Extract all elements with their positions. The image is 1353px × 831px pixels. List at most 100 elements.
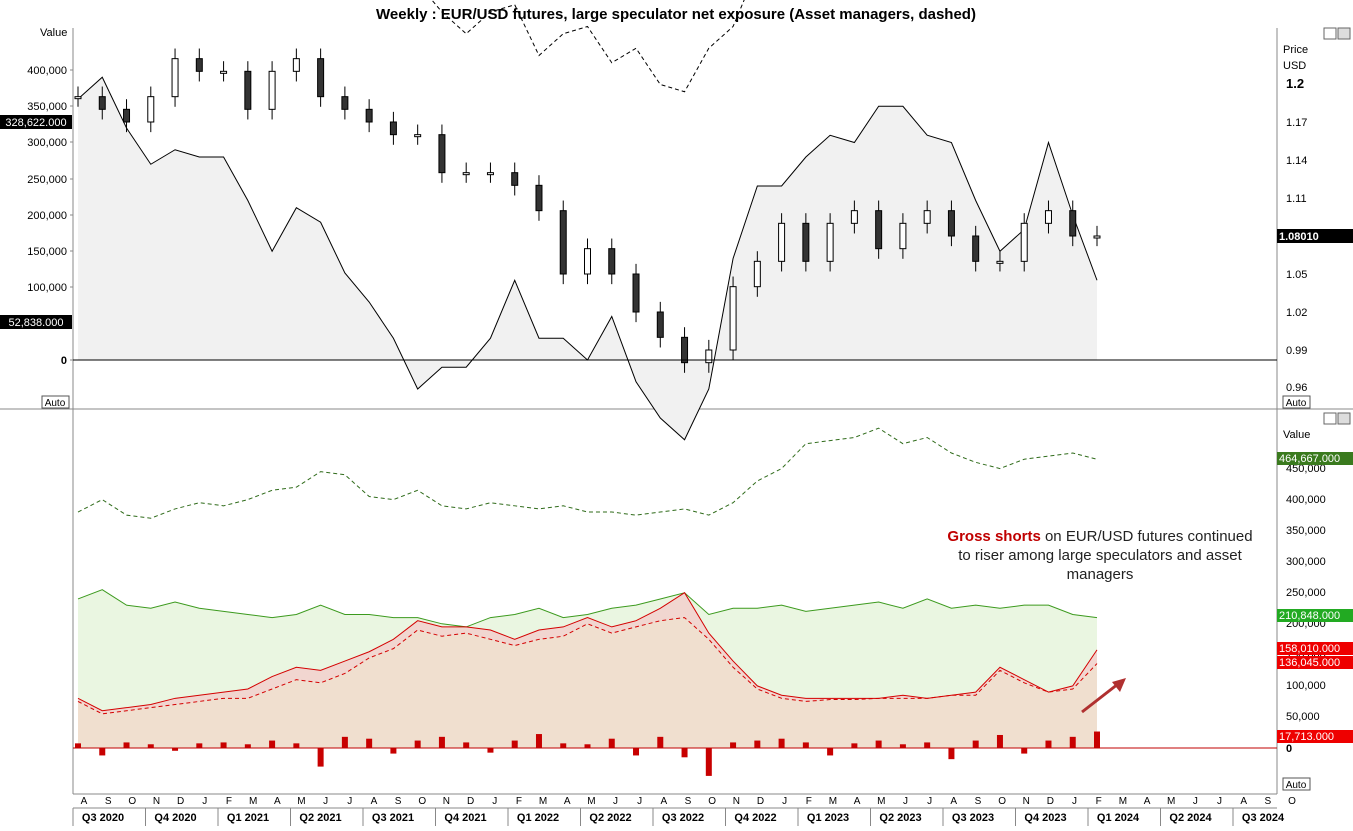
price-candle-body (923, 210, 931, 224)
month-label: D (467, 796, 474, 807)
close-icon[interactable] (1337, 412, 1351, 425)
month-label: A (1240, 796, 1247, 807)
month-label: A (274, 796, 281, 807)
auto-label: Auto (45, 398, 66, 409)
top-right-auto-button[interactable]: Auto (1282, 395, 1311, 409)
month-label: M (587, 796, 595, 807)
month-label: S (975, 796, 982, 807)
net-change-bar (754, 740, 761, 748)
restore-icon[interactable] (1323, 412, 1337, 425)
price-candle-body (1093, 235, 1101, 239)
month-label: A (950, 796, 957, 807)
asset-manager-net-line (431, 0, 745, 93)
net-change-bar (899, 744, 906, 748)
month-label: N (443, 796, 450, 807)
quarter-label: Q1 2024 (1097, 812, 1140, 824)
net-change-bar (511, 740, 518, 748)
price-candle-body (268, 70, 276, 110)
net-change-bar (463, 742, 470, 748)
net-change-bar (317, 748, 324, 767)
net-change-bar (584, 744, 591, 748)
month-label: N (1023, 796, 1030, 807)
value-tick-label: 450,000 (1286, 463, 1326, 475)
net-change-bar (996, 734, 1003, 748)
net-change-bar (196, 743, 203, 748)
net-change-bar (608, 738, 615, 748)
left-tick-label: 200,000 (27, 210, 67, 222)
quarter-label: Q4 2022 (734, 812, 776, 824)
net-change-bar (269, 740, 276, 748)
price-candle-body (341, 96, 349, 110)
annotation-bold: Gross shorts (947, 528, 1041, 545)
left-low-tag-text: 52,838.000 (8, 317, 63, 329)
annotation-body: on EUR/USD futures continued to riser am… (958, 528, 1253, 583)
net-change-tag-text: 17,713.000 (1279, 731, 1334, 743)
net-change-bar (172, 748, 179, 751)
month-label: J (347, 796, 352, 807)
price-candle-body (317, 58, 325, 98)
month-label: D (1047, 796, 1054, 807)
net-change-bar (948, 748, 955, 760)
month-label: J (927, 796, 932, 807)
price-candle-body (389, 121, 397, 136)
net-change-bar (827, 748, 834, 756)
left-tick-label: 0 (61, 355, 67, 367)
month-label: F (516, 796, 522, 807)
month-label: N (153, 796, 160, 807)
price-candle-body (850, 210, 858, 224)
price-candle-body (584, 248, 591, 275)
left-tick-labels: 400,000 350,000 300,000 250,000 200,000 150,0… (27, 65, 73, 367)
quarter-label: Q4 2020 (154, 812, 196, 824)
price-candle-body (171, 58, 179, 98)
month-label: J (1217, 796, 1222, 807)
top-left-auto-button[interactable]: Auto (41, 395, 70, 409)
month-label: F (1096, 796, 1102, 807)
month-label: O (418, 796, 426, 807)
price-candle-body (1069, 210, 1077, 237)
quarter-label: Q3 2021 (372, 812, 414, 824)
net-change-tag: 17,713.000 (1277, 730, 1353, 743)
price-tick-label: 1.02 (1286, 307, 1307, 319)
month-label: F (226, 796, 232, 807)
quarter-label: Q2 2023 (879, 812, 921, 824)
price-candle-body (899, 222, 907, 250)
left-tick-label: 250,000 (27, 174, 67, 186)
value-tick-label: 400,000 (1286, 494, 1326, 506)
price-tick-label: 1.05 (1286, 269, 1307, 281)
price-candle-body (1044, 210, 1052, 224)
left-low-tag: 52,838.000 (0, 315, 72, 329)
bottom-window-controls[interactable] (1323, 412, 1351, 425)
month-label: D (757, 796, 764, 807)
net-change-bar (681, 748, 688, 758)
left-tick-label: 300,000 (27, 137, 67, 149)
auto-label: Auto (1286, 398, 1307, 409)
price-candle-body (486, 172, 494, 176)
left-axis-label: Value (40, 27, 67, 39)
bottom-right-auto-button[interactable]: Auto (1282, 777, 1311, 791)
close-icon[interactable] (1337, 27, 1351, 40)
value-tick-label: 350,000 (1286, 525, 1326, 537)
net-change-bar (75, 743, 81, 748)
month-label: M (1119, 796, 1127, 807)
month-label: M (297, 796, 305, 807)
top-window-controls[interactable] (1323, 27, 1351, 40)
month-label: M (1167, 796, 1175, 807)
quarter-label: Q2 2022 (589, 812, 631, 824)
annotation-text: Gross shorts on EUR/USD futures continue… (940, 527, 1260, 584)
left-high-tag-text: 328,622.000 (5, 117, 66, 129)
price-candle-body (681, 336, 689, 364)
restore-icon[interactable] (1323, 27, 1337, 40)
net-change-bar (366, 738, 373, 748)
net-change-bar (851, 743, 858, 748)
net-change-bar (875, 740, 882, 748)
month-label: J (613, 796, 618, 807)
am-long-tag-text: 464,667.000 (1279, 453, 1340, 465)
net-change-bar (99, 748, 106, 756)
rising-arrow (1081, 678, 1126, 714)
month-label: A (81, 796, 88, 807)
price-candle-body (559, 210, 567, 275)
price-candle-body (365, 108, 373, 123)
auto-label: Auto (1286, 780, 1307, 791)
month-label: O (1288, 796, 1296, 807)
